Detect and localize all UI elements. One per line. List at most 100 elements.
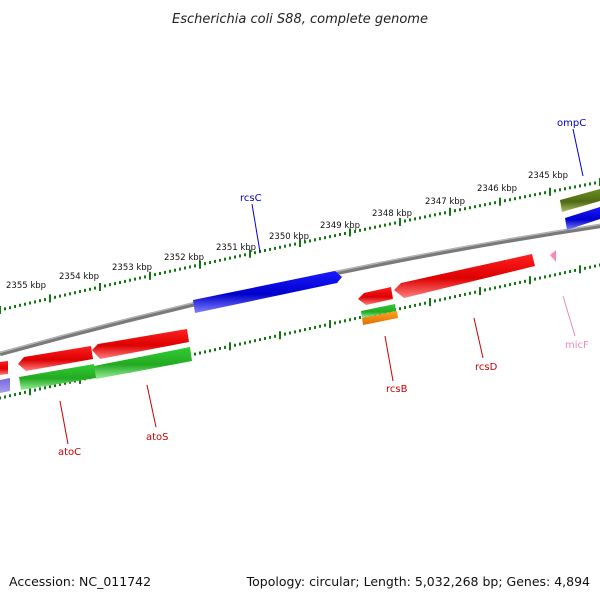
minor-tick (594, 264, 596, 268)
major-tick (449, 207, 451, 216)
atoC-red-gene[interactable] (18, 346, 93, 371)
atoS-green-gene[interactable] (94, 347, 192, 379)
minor-tick (484, 203, 486, 207)
upper-tick-ruler (0, 178, 600, 314)
rcsB-gene[interactable] (358, 287, 393, 305)
micF-label[interactable]: micF (565, 340, 589, 351)
kbp-label: 2345 kbp (528, 171, 568, 181)
orange-cds-small[interactable] (362, 311, 398, 325)
minor-tick (419, 302, 421, 306)
minor-tick (44, 298, 46, 302)
minor-tick (9, 394, 11, 398)
minor-tick (409, 218, 411, 222)
minor-tick (399, 307, 401, 311)
minor-tick (174, 268, 176, 272)
minor-tick (284, 244, 286, 248)
minor-tick (274, 334, 276, 338)
minor-tick (109, 283, 111, 287)
minor-tick (129, 278, 131, 282)
micF-leader (562, 295, 576, 337)
minor-tick (344, 319, 346, 323)
red-cds-edge[interactable] (0, 361, 8, 375)
major-tick (49, 294, 51, 303)
olive-cds[interactable] (560, 189, 600, 212)
minor-tick (24, 390, 26, 394)
minor-tick (14, 393, 16, 397)
minor-tick (464, 292, 466, 296)
kbp-label: 2353 kbp (112, 263, 152, 273)
atoS-label[interactable]: atoS (146, 432, 169, 443)
minor-tick (434, 213, 436, 217)
ompC-gene[interactable] (565, 207, 600, 230)
minor-tick (354, 229, 356, 233)
minor-tick (89, 287, 91, 291)
minor-tick (234, 255, 236, 259)
green-cds-small[interactable] (361, 304, 396, 318)
minor-tick (564, 271, 566, 275)
minor-tick (239, 342, 241, 346)
major-tick (499, 197, 501, 206)
minor-tick (579, 184, 581, 188)
atoS-red-gene[interactable] (92, 329, 189, 359)
minor-tick (294, 242, 296, 246)
minor-tick (319, 324, 321, 328)
minor-tick (574, 185, 576, 189)
minor-tick (39, 387, 41, 391)
minor-tick (569, 186, 571, 190)
minor-tick (549, 274, 551, 278)
rcsC-gene[interactable] (193, 271, 342, 313)
minor-tick (509, 198, 511, 202)
minor-tick (589, 182, 591, 186)
minor-tick (544, 275, 546, 279)
minor-tick (544, 191, 546, 195)
atoC-label[interactable]: atoC (58, 447, 81, 458)
minor-tick (194, 264, 196, 268)
minor-tick (209, 261, 211, 264)
micF-gene[interactable] (550, 250, 556, 262)
purple-cds-edge[interactable] (0, 378, 10, 393)
minor-tick (464, 207, 466, 211)
minor-tick (219, 258, 221, 262)
minor-tick (144, 275, 146, 279)
minor-tick (514, 197, 516, 201)
minor-tick (304, 328, 306, 332)
reverse-strand-features (193, 189, 600, 313)
minor-tick (509, 283, 511, 287)
minor-tick (419, 216, 421, 220)
minor-tick (289, 243, 291, 247)
minor-tick (534, 193, 536, 197)
major-tick (349, 228, 351, 237)
major-tick (429, 298, 431, 307)
rcsD-gene[interactable] (394, 254, 535, 298)
minor-tick (314, 325, 316, 329)
minor-tick (249, 340, 251, 344)
minor-tick (389, 222, 391, 226)
major-tick (479, 287, 481, 296)
major-tick (529, 276, 531, 285)
minor-tick (94, 286, 96, 290)
minor-tick (239, 254, 241, 258)
minor-tick (114, 282, 116, 286)
minor-tick (444, 211, 446, 215)
minor-tick (454, 295, 456, 299)
rcsB-label[interactable]: rcsB (386, 384, 408, 395)
minor-tick (19, 303, 21, 307)
major-tick (29, 387, 31, 396)
kbp-label: 2348 kbp (372, 209, 412, 219)
minor-tick (484, 288, 486, 292)
atoC-green-gene[interactable] (19, 364, 96, 390)
ompC-label[interactable]: ompC (557, 118, 586, 129)
minor-tick (59, 294, 61, 298)
minor-tick (349, 318, 351, 322)
minor-tick (264, 337, 266, 340)
minor-tick (379, 224, 381, 228)
minor-tick (539, 276, 541, 280)
minor-tick (504, 199, 506, 203)
minor-tick (559, 272, 561, 276)
rcsD-label[interactable]: rcsD (475, 362, 498, 373)
minor-tick (119, 281, 121, 284)
minor-tick (254, 339, 256, 343)
major-tick (329, 320, 331, 329)
rcsC-label[interactable]: rcsC (240, 193, 262, 204)
minor-tick (304, 240, 306, 244)
